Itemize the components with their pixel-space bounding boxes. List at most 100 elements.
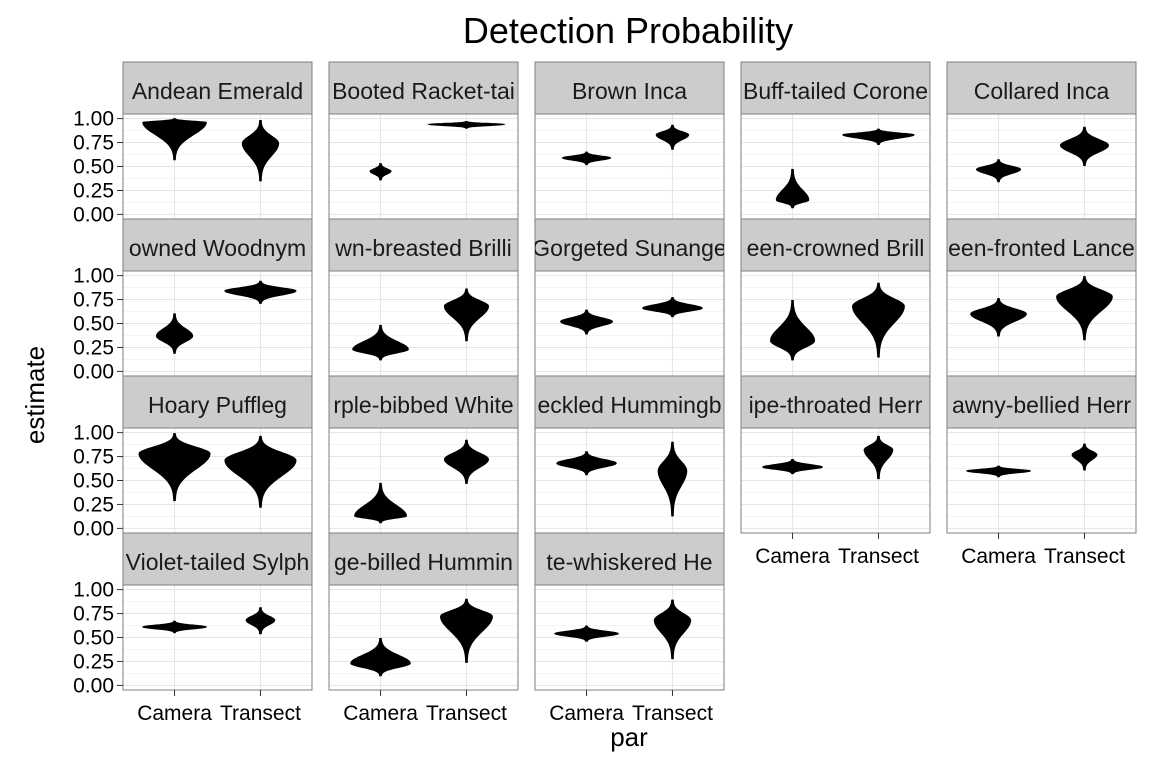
y-tick-label: 1.00 <box>73 108 114 131</box>
y-axis-title: estimate <box>20 346 50 444</box>
facet-strip-label: een-crowned Brill <box>747 235 925 261</box>
facet-strip-label: Gorgeted Sunange <box>532 235 726 261</box>
violin-camera <box>155 313 194 354</box>
violin-transect <box>642 297 703 318</box>
facet-panel: ge-billed Hummin <box>328 532 519 691</box>
facet-panel: rple-bibbed White <box>328 375 519 534</box>
x-tick-label: Transect <box>426 702 507 725</box>
facet-strip <box>328 532 519 586</box>
y-tick-label: 0.25 <box>73 179 114 202</box>
facet-strip-label: owned Woodnym <box>129 235 306 261</box>
violin-transect <box>655 124 690 150</box>
violin-camera <box>775 168 810 209</box>
panel-border <box>328 584 519 691</box>
x-tick-label: Transect <box>220 702 301 725</box>
violin-transect <box>653 599 692 660</box>
y-tick-label: 0.00 <box>73 674 114 697</box>
y-tick-label: 0.50 <box>73 313 114 336</box>
facet-strip-label: Violet-tailed Sylph <box>126 549 310 575</box>
x-tick-label: Camera <box>137 702 212 725</box>
violin-transect <box>241 120 280 182</box>
y-tick-label: 0.00 <box>73 360 114 383</box>
violin-transect <box>842 128 915 145</box>
facet-panel: Andean Emerald <box>122 61 313 220</box>
violin-camera <box>970 298 1027 337</box>
violin-camera <box>142 118 207 161</box>
violin-transect <box>443 288 490 342</box>
violin-camera <box>556 451 617 476</box>
facet-panel: Gorgeted Sunange <box>532 218 726 377</box>
facet-panel: te-whiskered He <box>534 532 725 691</box>
y-tick-label: 0.25 <box>73 336 114 359</box>
facet-strip <box>534 218 725 272</box>
x-tick-label: Camera <box>961 545 1036 568</box>
violin-transect <box>657 441 688 517</box>
facet-strip-label: Buff-tailed Corone <box>743 78 928 104</box>
facet-panel: Buff-tailed Corone <box>740 61 931 220</box>
violin-camera <box>769 300 816 361</box>
violin-transect <box>224 280 297 304</box>
violin-camera <box>141 620 208 634</box>
violin-transect <box>427 121 506 129</box>
violin-camera <box>975 159 1022 183</box>
violin-camera <box>762 458 823 475</box>
x-tick-label: Transect <box>632 702 713 725</box>
facet-strip <box>946 218 1137 272</box>
violin-camera <box>138 433 211 502</box>
y-axes: 0.000.250.500.751.000.000.250.500.751.00… <box>73 108 123 697</box>
violin-transect <box>1059 126 1110 166</box>
facet-strip-label: ge-billed Hummin <box>334 549 513 575</box>
y-tick-label: 0.00 <box>73 517 114 540</box>
violin-transect <box>1056 276 1113 341</box>
y-tick-label: 1.00 <box>73 579 114 602</box>
x-tick-label: Transect <box>838 545 919 568</box>
facet-panel: wn-breasted Brilli <box>328 218 519 377</box>
facet-strip-label: Hoary Puffleg <box>148 392 287 418</box>
facet-panel: een-fronted Lance <box>946 218 1137 377</box>
facet-strip <box>534 61 725 115</box>
violin-camera <box>554 625 620 642</box>
facet-strip-label: Collared Inca <box>974 78 1110 104</box>
y-tick-label: 0.50 <box>73 156 114 179</box>
violin-transect <box>1071 443 1098 471</box>
x-axes: Camera Transect Camera Transect Camera Transe… <box>137 533 1125 725</box>
y-tick-label: 0.75 <box>73 446 114 469</box>
violin-camera <box>350 638 411 677</box>
violin-transect <box>245 607 276 635</box>
violin-camera <box>369 163 392 181</box>
y-tick-label: 0.50 <box>73 470 114 493</box>
facet-strip <box>328 375 519 429</box>
y-tick-label: 1.00 <box>73 422 114 445</box>
y-tick-label: 0.75 <box>73 289 114 312</box>
violin-camera <box>354 482 408 524</box>
x-tick-label: Camera <box>343 702 418 725</box>
facet-strip-label: rple-bibbed White <box>333 392 513 418</box>
facet-strip-label: wn-breasted Brilli <box>334 235 511 261</box>
y-tick-label: 0.50 <box>73 627 114 650</box>
facet-strip <box>946 375 1137 429</box>
facet-strip <box>328 218 519 272</box>
violin-transect <box>439 598 493 663</box>
facet-panel: eckled Hummingb <box>534 375 725 534</box>
facet-strip <box>328 61 519 115</box>
facet-panel: ipe-throated Herr <box>740 375 931 534</box>
facet-strip-label: Andean Emerald <box>132 78 303 104</box>
facet-panel: een-crowned Brill <box>740 218 931 377</box>
panel-border <box>740 427 931 534</box>
violin-transect <box>443 439 490 484</box>
violin-transect <box>863 435 894 480</box>
panel-border <box>534 584 725 691</box>
violin-camera <box>561 151 612 166</box>
x-axis-title: par <box>610 722 648 752</box>
facet-panel: awny-bellied Herr <box>946 375 1137 534</box>
y-tick-label: 0.25 <box>73 650 114 673</box>
facet-strip <box>122 61 313 115</box>
y-tick-label: 0.25 <box>73 493 114 516</box>
facet-panel: Brown Inca <box>534 61 725 220</box>
facet-strip-label: ipe-throated Herr <box>749 392 923 418</box>
chart-title: Detection Probability <box>463 10 793 51</box>
y-tick-label: 0.75 <box>73 603 114 626</box>
panel-border <box>946 427 1137 534</box>
facet-strip-label: awny-bellied Herr <box>952 392 1131 418</box>
x-tick-label: Transect <box>1044 545 1125 568</box>
